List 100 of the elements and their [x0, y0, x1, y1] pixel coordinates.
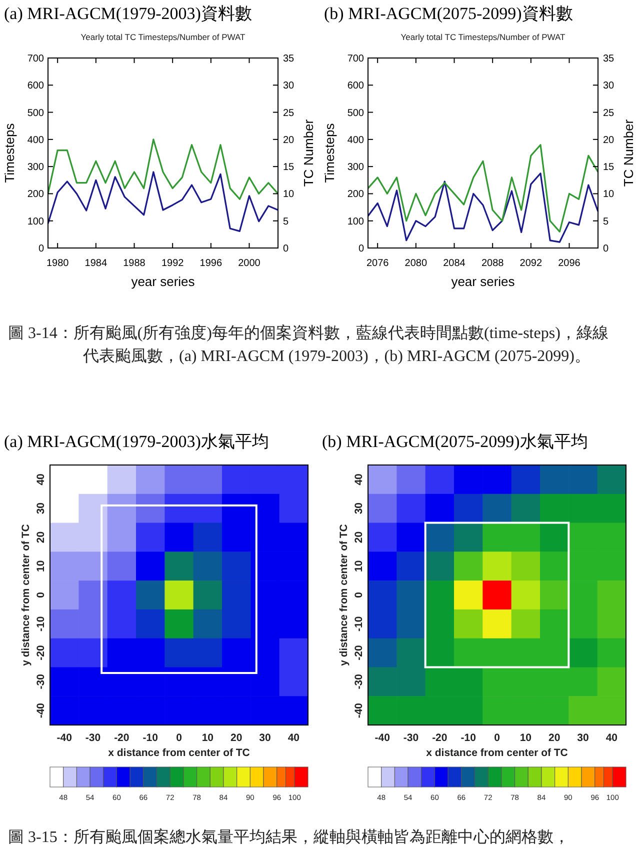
y-axis-title: Timesteps	[2, 122, 17, 183]
y2-tick-label: 0	[603, 244, 609, 254]
x-tick-label: 1992	[161, 258, 184, 269]
y-tick-label: -40	[35, 702, 47, 718]
y2-axis-title: TC Number	[621, 118, 636, 187]
y-tick-label: 0	[353, 592, 365, 598]
y-tick-label: 600	[27, 80, 44, 92]
y-tick-label: 100	[27, 216, 44, 228]
y2-tick-label: 0	[283, 244, 289, 254]
y-tick-label: 40	[353, 473, 365, 486]
y-tick-label: 0	[358, 244, 364, 254]
y2-tick-label: 15	[603, 162, 615, 174]
x-tick-label: 2096	[558, 258, 581, 269]
x-axis-title: year series	[451, 274, 516, 289]
x-tick-label: 0	[494, 732, 500, 744]
y-tick-label: 0	[38, 244, 44, 254]
y-tick-label: 500	[27, 108, 44, 119]
x-tick-label: -10	[460, 732, 476, 744]
y-tick-label: -30	[353, 674, 365, 690]
y2-tick-label: 35	[603, 54, 615, 64]
line-series	[367, 172, 599, 243]
y-tick-label: 700	[27, 54, 44, 64]
y-tick-label: 10	[35, 560, 47, 572]
y-tick-label: 40	[35, 473, 47, 486]
chart-title: (a) MRI-AGCM(1979-2003)資料數	[4, 3, 252, 25]
caption: 圖 3-15：所有颱風個案總水氣量平均結果，縱軸與橫軸皆為距離中心的網格數，	[8, 827, 570, 848]
line-series	[47, 138, 279, 200]
y2-tick-label: 5	[283, 216, 289, 228]
y-tick-label: -10	[353, 616, 365, 632]
y2-tick-label: 30	[603, 80, 615, 92]
chart-title: (a) MRI-AGCM(1979-2003)水氣平均	[4, 431, 269, 453]
x-tick-label: -40	[374, 732, 390, 744]
x-tick-label: -20	[114, 732, 130, 744]
x-tick-label: 20	[230, 732, 242, 744]
y-tick-label: -20	[353, 645, 365, 660]
x-tick-label: 40	[606, 732, 618, 744]
x-tick-label: 2000	[238, 258, 261, 269]
y-tick-label: 400	[347, 134, 364, 146]
y2-axis-title: TC Number	[301, 118, 316, 187]
y-tick-label: -30	[35, 674, 47, 690]
y2-tick-label: 35	[283, 54, 295, 64]
x-tick-label: 10	[520, 732, 532, 744]
x-tick-label: -40	[56, 732, 72, 744]
x-tick-label: -10	[142, 732, 158, 744]
y-axis-title: Timesteps	[322, 122, 337, 183]
y2-tick-label: 5	[603, 216, 609, 228]
y-tick-label: 0	[35, 592, 47, 598]
y-tick-label: 500	[347, 108, 364, 119]
x-tick-label: 2080	[404, 258, 428, 269]
x-tick-label: 2084	[443, 258, 466, 269]
caption: 圖 3-14：所有颱風(所有強度)每年的個案資料數，藍線代表時間點數(time-steps)，綠線代表颱風數，(a) MRI-AGCM (1979-2003)，(b) MRI-AGCM (2075-2099)。	[8, 323, 610, 367]
y-axis-title: y distance from center of TC	[338, 524, 350, 666]
x-tick-label: 30	[259, 732, 271, 744]
x-tick-label: 2088	[481, 258, 504, 269]
y2-tick-label: 30	[283, 80, 295, 92]
y-tick-label: 700	[347, 54, 364, 64]
line-series	[367, 144, 599, 233]
x-tick-label: -30	[403, 732, 419, 744]
y-tick-label: 10	[353, 560, 365, 572]
x-tick-label: 2092	[520, 258, 542, 269]
y-axis-title: y distance from center of TC	[20, 524, 32, 666]
y2-tick-label: 20	[283, 134, 295, 146]
y2-tick-label: 15	[283, 162, 295, 174]
x-tick-label: 0	[176, 732, 182, 744]
y-tick-label: -20	[35, 645, 47, 660]
y2-tick-label: 25	[603, 108, 615, 119]
x-tick-label: 30	[577, 732, 589, 744]
y2-tick-label: 10	[283, 189, 295, 200]
y-tick-label: 300	[27, 162, 44, 174]
y-tick-label: 600	[347, 80, 364, 92]
x-axis-title: year series	[131, 274, 196, 289]
x-tick-label: 1984	[84, 258, 108, 269]
x-tick-label: 1988	[123, 258, 146, 269]
chart-title: (b) MRI-AGCM(2075-2099)資料數	[324, 3, 573, 25]
y2-tick-label: 25	[283, 108, 295, 119]
y-tick-label: 30	[353, 502, 365, 514]
chart-subtitle: Yearly total TC Timesteps/Number of PWAT	[80, 32, 246, 42]
y2-tick-label: 20	[603, 134, 615, 146]
y-tick-label: 200	[347, 189, 364, 200]
chart-title: (b) MRI-AGCM(2075-2099)水氣平均	[322, 431, 588, 453]
x-axis-title: x distance from center of TC	[108, 747, 250, 759]
y-tick-label: 400	[27, 134, 44, 146]
chart-subtitle: Yearly total TC Timesteps/Number of PWAT	[400, 32, 566, 42]
x-axis-title: x distance from center of TC	[426, 747, 568, 759]
x-tick-label: -20	[432, 732, 448, 744]
x-tick-label: 2076	[366, 258, 390, 269]
x-tick-label: 1996	[200, 258, 222, 269]
y-tick-label: 20	[353, 531, 365, 544]
x-tick-label: 1980	[46, 258, 70, 269]
line-series	[47, 171, 279, 232]
x-tick-label: 40	[288, 732, 300, 744]
y-tick-label: -40	[353, 702, 365, 718]
y-tick-label: 20	[35, 531, 47, 544]
y2-tick-label: 10	[603, 189, 615, 200]
y-tick-label: 200	[27, 189, 44, 200]
y-tick-label: -10	[35, 616, 47, 632]
y-tick-label: 300	[347, 162, 364, 174]
y-tick-label: 100	[347, 216, 364, 228]
x-tick-label: 10	[202, 732, 214, 744]
x-tick-label: -30	[85, 732, 101, 744]
